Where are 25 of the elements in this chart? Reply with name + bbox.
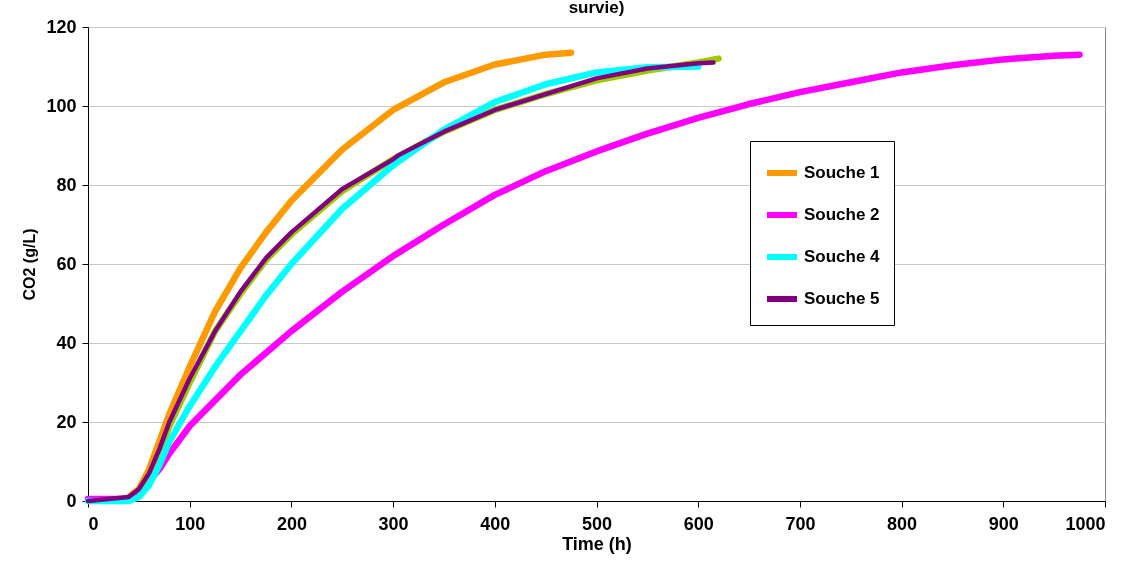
- y-axis-title: CO2 (g/L): [21, 228, 39, 301]
- x-tick-label: 900: [988, 513, 1019, 534]
- x-tick-label: 100: [175, 513, 206, 534]
- y-tick-label: 40: [56, 332, 77, 353]
- x-axis-title: Time (h): [562, 533, 632, 554]
- x-tick-label: 500: [581, 513, 613, 534]
- y-tick-label: 100: [46, 95, 77, 116]
- x-tick-label: 600: [683, 513, 714, 534]
- x-tick-label: 1000: [1065, 513, 1106, 534]
- legend-label: Souche 5: [804, 289, 880, 308]
- legend-label: Souche 2: [804, 205, 880, 224]
- y-tick-label: 60: [56, 253, 77, 274]
- x-tick-label: 700: [785, 513, 816, 534]
- y-tick-label: 120: [46, 16, 77, 37]
- legend-label: Souche 4: [804, 247, 881, 266]
- x-tick-label: 300: [378, 513, 409, 534]
- x-tick-label: 0: [88, 513, 99, 534]
- legend-label: Souche 1: [804, 163, 880, 182]
- y-tick-label: 80: [56, 174, 77, 195]
- x-tick-label: 800: [887, 513, 918, 534]
- chart-title: survie): [568, 0, 625, 17]
- x-tick-label: 400: [480, 513, 511, 534]
- y-tick-label: 0: [66, 490, 77, 511]
- y-tick-label: 20: [56, 411, 77, 432]
- x-tick-label: 200: [276, 513, 307, 534]
